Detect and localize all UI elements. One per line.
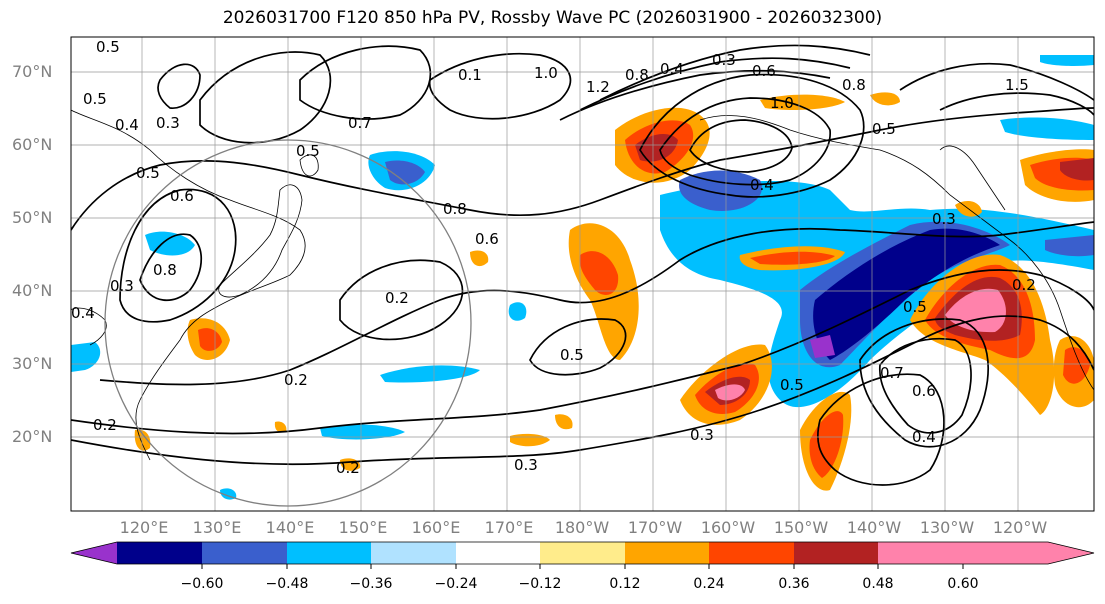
contour-label: 0.4: [660, 60, 684, 78]
colorbar-ticks: [201, 564, 964, 569]
contour-label: 0.6: [475, 230, 499, 248]
lat-label: 70°N: [12, 62, 53, 81]
lon-label: 150°W: [773, 518, 829, 537]
contour-label: 0.4: [115, 116, 139, 134]
lon-label: 180°W: [554, 518, 610, 537]
contour-label: 0.5: [296, 142, 320, 160]
colorbar-cells: [117, 542, 1048, 564]
colorbar-tick-label: 0.12: [609, 576, 641, 592]
colorbar-tick-label: 0.24: [693, 576, 725, 592]
contour-label: 0.5: [903, 298, 927, 316]
map-title: 2026031700 F120 850 hPa PV, Rossby Wave …: [222, 8, 883, 28]
colorbar-tick-label: −0.12: [518, 576, 562, 592]
coastlines: [71, 109, 1094, 461]
contour-label: 0.8: [625, 66, 649, 84]
contour-label: 0.8: [443, 200, 467, 218]
colorbar-cell: [371, 542, 456, 564]
contour-labels: 0.5 0.5 0.4 0.3 0.5 0.6 0.8 0.3 0.4 0.7 0.5 0.8 0.6 0…: [71, 38, 1036, 477]
lat-label: 40°N: [12, 281, 53, 300]
colorbar-cell: [625, 542, 709, 564]
colorbar-cell: [456, 542, 540, 564]
contour-label: 0.3: [514, 456, 538, 474]
lat-label: 50°N: [12, 208, 53, 227]
contour-label: 0.4: [71, 304, 95, 322]
colorbar-extend-high: [1048, 542, 1094, 564]
lon-label: 130°W: [919, 518, 975, 537]
contour-label: 1.0: [770, 94, 794, 112]
lon-label: 140°E: [265, 518, 315, 537]
contour-label: 0.5: [872, 120, 896, 138]
lon-label: 140°W: [846, 518, 902, 537]
colorbar-tick-label: −0.36: [349, 576, 393, 592]
lat-label: 30°N: [12, 354, 53, 373]
contour-label: 0.6: [912, 382, 936, 400]
colorbar-cell: [794, 542, 878, 564]
contour-label: 0.5: [83, 90, 107, 108]
colorbar-outline: [70, 541, 1095, 565]
lon-label: 160°W: [700, 518, 756, 537]
contour-label: 0.2: [336, 459, 360, 477]
contour-label: 0.3: [156, 114, 180, 132]
lon-label: 120°W: [992, 518, 1048, 537]
colorbar: [70, 541, 1095, 569]
contour-label: 0.3: [932, 210, 956, 228]
contour-label: 0.2: [1012, 276, 1036, 294]
lon-label: 170°E: [484, 518, 534, 537]
contour-label: 0.7: [348, 114, 372, 132]
range-circle: [104, 139, 472, 507]
colorbar-tick-label: 0.48: [862, 576, 894, 592]
colorbar-tick-label: 0.60: [947, 576, 979, 592]
contour-label: 0.8: [153, 261, 177, 279]
colorbar-tick-label: 0.36: [778, 576, 810, 592]
lon-label: 120°E: [119, 518, 169, 537]
colorbar-cell: [540, 542, 625, 564]
colorbar-cell: [709, 542, 794, 564]
colorbar-cell: [287, 542, 371, 564]
colorbar-cell: [202, 542, 287, 564]
contour-label: 1.2: [586, 78, 610, 96]
colorbar-extend-low: [71, 542, 117, 564]
contour-label: 0.5: [780, 376, 804, 394]
contour-label: 0.6: [752, 62, 776, 80]
lon-label: 160°E: [411, 518, 461, 537]
lon-label: 130°E: [192, 518, 242, 537]
colorbar-cell: [963, 542, 1048, 564]
contour-label: 0.5: [96, 38, 120, 56]
contour-label: 0.2: [385, 289, 409, 307]
colorbar-cell: [117, 542, 202, 564]
contour-label: 1.0: [534, 64, 558, 82]
graticule: [71, 37, 1094, 511]
contour-label: 0.6: [170, 187, 194, 205]
lon-label: 170°W: [627, 518, 683, 537]
contour-label: 0.2: [93, 416, 117, 434]
contour-label: 1.5: [1005, 76, 1029, 94]
negative-anomaly-shading: [71, 55, 1094, 500]
contour-label: 0.3: [712, 51, 736, 69]
colorbar-tick-label: −0.48: [265, 576, 309, 592]
contour-label: 0.2: [284, 371, 308, 389]
colorbar-tick-label: −0.24: [434, 576, 478, 592]
contour-label: 0.3: [690, 426, 714, 444]
colorbar-cell: [878, 542, 963, 564]
contour-label: 0.5: [136, 164, 160, 182]
contour-label: 0.4: [750, 176, 774, 194]
lon-label: 150°E: [338, 518, 388, 537]
contour-label: 0.5: [560, 346, 584, 364]
contour-label: 0.4: [912, 428, 936, 446]
map-frame: [70, 36, 1095, 512]
contour-label: 0.1: [458, 66, 482, 84]
contour-label: 0.7: [880, 364, 904, 382]
pv-contours: [71, 44, 1094, 486]
colorbar-tick-label: −0.60: [180, 576, 224, 592]
lat-label: 20°N: [12, 427, 53, 446]
contour-label: 0.8: [842, 76, 866, 94]
lat-label: 60°N: [12, 135, 53, 154]
contour-label: 0.3: [110, 277, 134, 295]
